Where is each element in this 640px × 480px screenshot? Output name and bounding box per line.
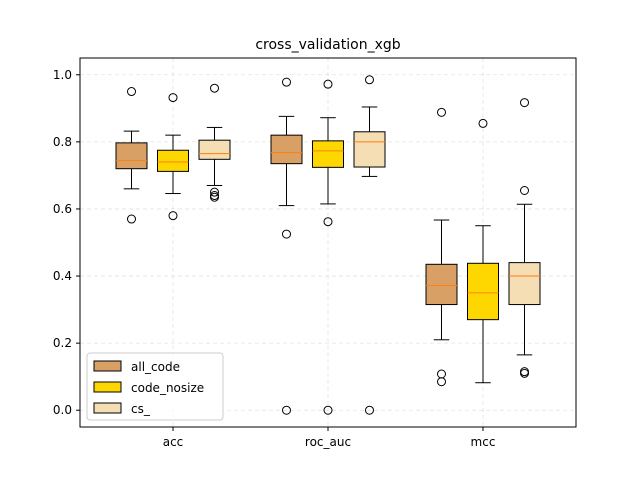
box-body xyxy=(157,149,189,172)
box-body xyxy=(353,131,386,168)
box-cs_-mcc xyxy=(508,98,541,378)
box-body xyxy=(467,262,499,321)
y-tick-label: 0.6 xyxy=(53,202,72,216)
flier-point xyxy=(365,405,374,415)
box-body xyxy=(425,263,458,306)
box-all_code-roc_auc xyxy=(270,77,303,415)
flier-point xyxy=(282,229,291,239)
flier-point xyxy=(282,77,291,87)
flier-point xyxy=(323,79,333,89)
box-code_nosize-acc xyxy=(157,93,189,221)
flier-point xyxy=(210,187,219,197)
legend: all_code code_nosize cs_ xyxy=(86,352,224,421)
flier-point xyxy=(210,192,219,202)
flier-point xyxy=(127,214,136,224)
box-body xyxy=(312,140,344,168)
box-layer xyxy=(115,75,541,415)
legend-swatch-code_nosize xyxy=(93,381,122,393)
flier-point xyxy=(210,83,219,93)
flier-point xyxy=(520,368,529,378)
flier-point xyxy=(437,107,446,117)
legend-label-all_code: all_code xyxy=(131,360,180,374)
box-body xyxy=(270,134,303,165)
flier-point xyxy=(437,377,446,387)
flier-point xyxy=(127,87,136,97)
box-cs_-roc_auc xyxy=(353,75,386,415)
y-tick-label: 1.0 xyxy=(53,68,72,82)
flier-point xyxy=(168,93,178,103)
flier-point xyxy=(478,118,488,128)
flier-point xyxy=(323,217,333,227)
box-all_code-mcc xyxy=(425,107,458,387)
box-body xyxy=(508,262,541,306)
box-code_nosize-roc_auc xyxy=(312,79,344,415)
legend-label-code_nosize: code_nosize xyxy=(131,381,204,395)
legend-label-cs_: cs_ xyxy=(131,402,151,416)
legend-swatch-all_code xyxy=(93,360,122,372)
chart-title: cross_validation_xgb xyxy=(255,37,400,53)
y-tick-label: 0.2 xyxy=(53,336,72,350)
y-tick-label: 0.4 xyxy=(53,269,72,283)
x-tick-label-acc: acc xyxy=(163,435,184,449)
flier-point xyxy=(520,98,529,108)
box-body xyxy=(198,139,231,160)
x-tick-label-roc_auc: roc_auc xyxy=(305,435,351,449)
box-all_code-acc xyxy=(115,87,148,224)
flier-point xyxy=(520,186,529,196)
flier-point xyxy=(168,211,178,221)
box-code_nosize-mcc xyxy=(467,118,499,384)
axes: 0.0 0.2 0.4 0.6 0.8 1.0 acc roc_auc mcc xyxy=(53,57,577,449)
flier-point xyxy=(282,405,291,415)
box-cs_-acc xyxy=(198,83,231,202)
flier-point xyxy=(323,405,333,415)
y-tick-label: 0.0 xyxy=(53,403,72,417)
box-body xyxy=(115,142,148,170)
y-tick-label: 0.8 xyxy=(53,135,72,149)
legend-swatch-cs_ xyxy=(93,402,122,414)
x-tick-label-mcc: mcc xyxy=(471,435,496,449)
flier-point xyxy=(365,75,374,85)
